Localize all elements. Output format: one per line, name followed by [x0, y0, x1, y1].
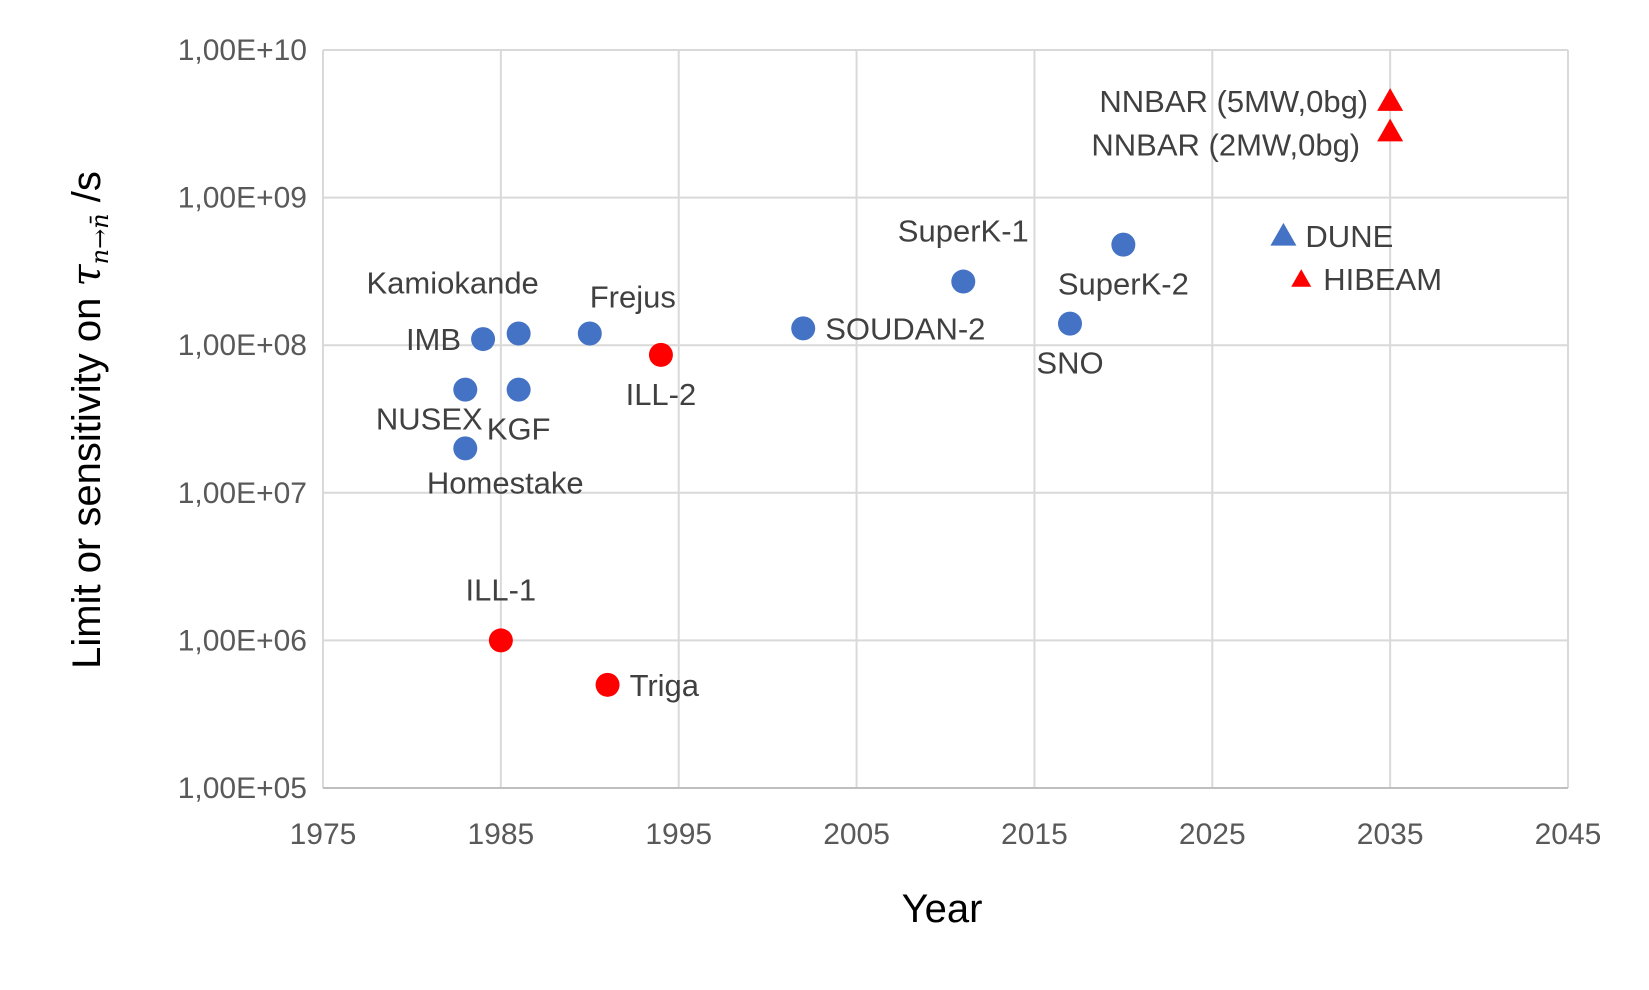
point-homestake: [453, 436, 478, 461]
point-kgf: [506, 377, 531, 402]
x-axis-ticks: 1975 1985 1995 2005 2015 2025 2035 2045: [290, 818, 1602, 851]
point-kamiokande: [506, 321, 531, 346]
point-label-ill-2: ILL-2: [626, 377, 697, 412]
point-label-superk-2: SuperK-2: [1058, 267, 1189, 302]
point-label-frejus: Frejus: [590, 280, 676, 315]
point-label-homestake: Homestake: [427, 465, 584, 500]
point-ill-1: [488, 628, 513, 653]
y-axis-title-prefix: Limit or sensitivity on: [65, 287, 109, 669]
point-sno: [1058, 311, 1082, 336]
y-axis-title-suffix: /s: [65, 171, 109, 213]
point-label-ill-1: ILL-1: [466, 572, 537, 607]
x-tick-label: 2025: [1179, 818, 1246, 851]
y-tick-label: 1,00E+05: [178, 772, 307, 805]
point-nnbar-2mw-0bg: [1377, 118, 1404, 142]
point-label-superk-1: SuperK-1: [898, 214, 1029, 249]
data-points: Kamiokande IMB NUSEX KGF Homestake Frejus SOUD…: [366, 84, 1442, 703]
x-tick-label: 2045: [1535, 818, 1602, 851]
y-axis-title-subscript: n→n̄: [86, 213, 114, 264]
y-tick-label: 1,00E+06: [178, 624, 307, 657]
point-nnbar-5mw-0bg: [1377, 88, 1404, 111]
y-axis-title: Limit or sensitivity on τn→n̄ /s: [64, 171, 114, 669]
x-tick-label: 2005: [823, 818, 890, 851]
y-tick-label: 1,00E+08: [178, 329, 307, 362]
point-label-dune: DUNE: [1305, 219, 1393, 254]
point-frejus: [577, 321, 602, 346]
x-tick-label: 2015: [1001, 818, 1068, 851]
point-triga: [595, 672, 620, 697]
x-tick-label: 1985: [467, 818, 534, 851]
x-tick-label: 1995: [645, 818, 712, 851]
point-label-nnbar-5mw-0bg: NNBAR (5MW,0bg): [1099, 84, 1368, 119]
y-tick-label: 1,00E+07: [178, 477, 307, 510]
point-soudan-2: [791, 316, 816, 341]
y-tick-label: 1,00E+09: [178, 182, 307, 215]
point-label-hibeam: HIBEAM: [1323, 262, 1442, 297]
point-label-nusex: NUSEX: [376, 402, 483, 437]
point-ill-2: [648, 342, 673, 367]
point-dune: [1270, 222, 1297, 246]
grid: [322, 49, 1569, 789]
point-label-soudan-2: SOUDAN-2: [825, 311, 985, 346]
point-hibeam: [1291, 269, 1312, 287]
point-label-triga: Triga: [630, 668, 700, 703]
x-axis-title: Year: [902, 887, 983, 931]
point-superk-2: [1111, 232, 1136, 257]
point-superk-1: [951, 269, 976, 294]
point-label-imb: IMB: [406, 322, 461, 357]
point-label-kamiokande: Kamiokande: [366, 266, 538, 301]
x-tick-label: 2035: [1357, 818, 1424, 851]
point-imb: [471, 327, 496, 352]
x-tick-label: 1975: [290, 818, 357, 851]
y-axis-ticks: 1,00E+05 1,00E+06 1,00E+07 1,00E+08 1,00E+09…: [178, 34, 307, 805]
y-tick-label: 1,00E+10: [178, 34, 307, 67]
point-nusex: [453, 377, 478, 402]
y-axis-title-symbol: τ: [64, 264, 110, 287]
point-label-sno: SNO: [1036, 346, 1103, 381]
point-label-nnbar-2mw-0bg: NNBAR (2MW,0bg): [1091, 128, 1360, 163]
point-label-kgf: KGF: [487, 412, 551, 447]
